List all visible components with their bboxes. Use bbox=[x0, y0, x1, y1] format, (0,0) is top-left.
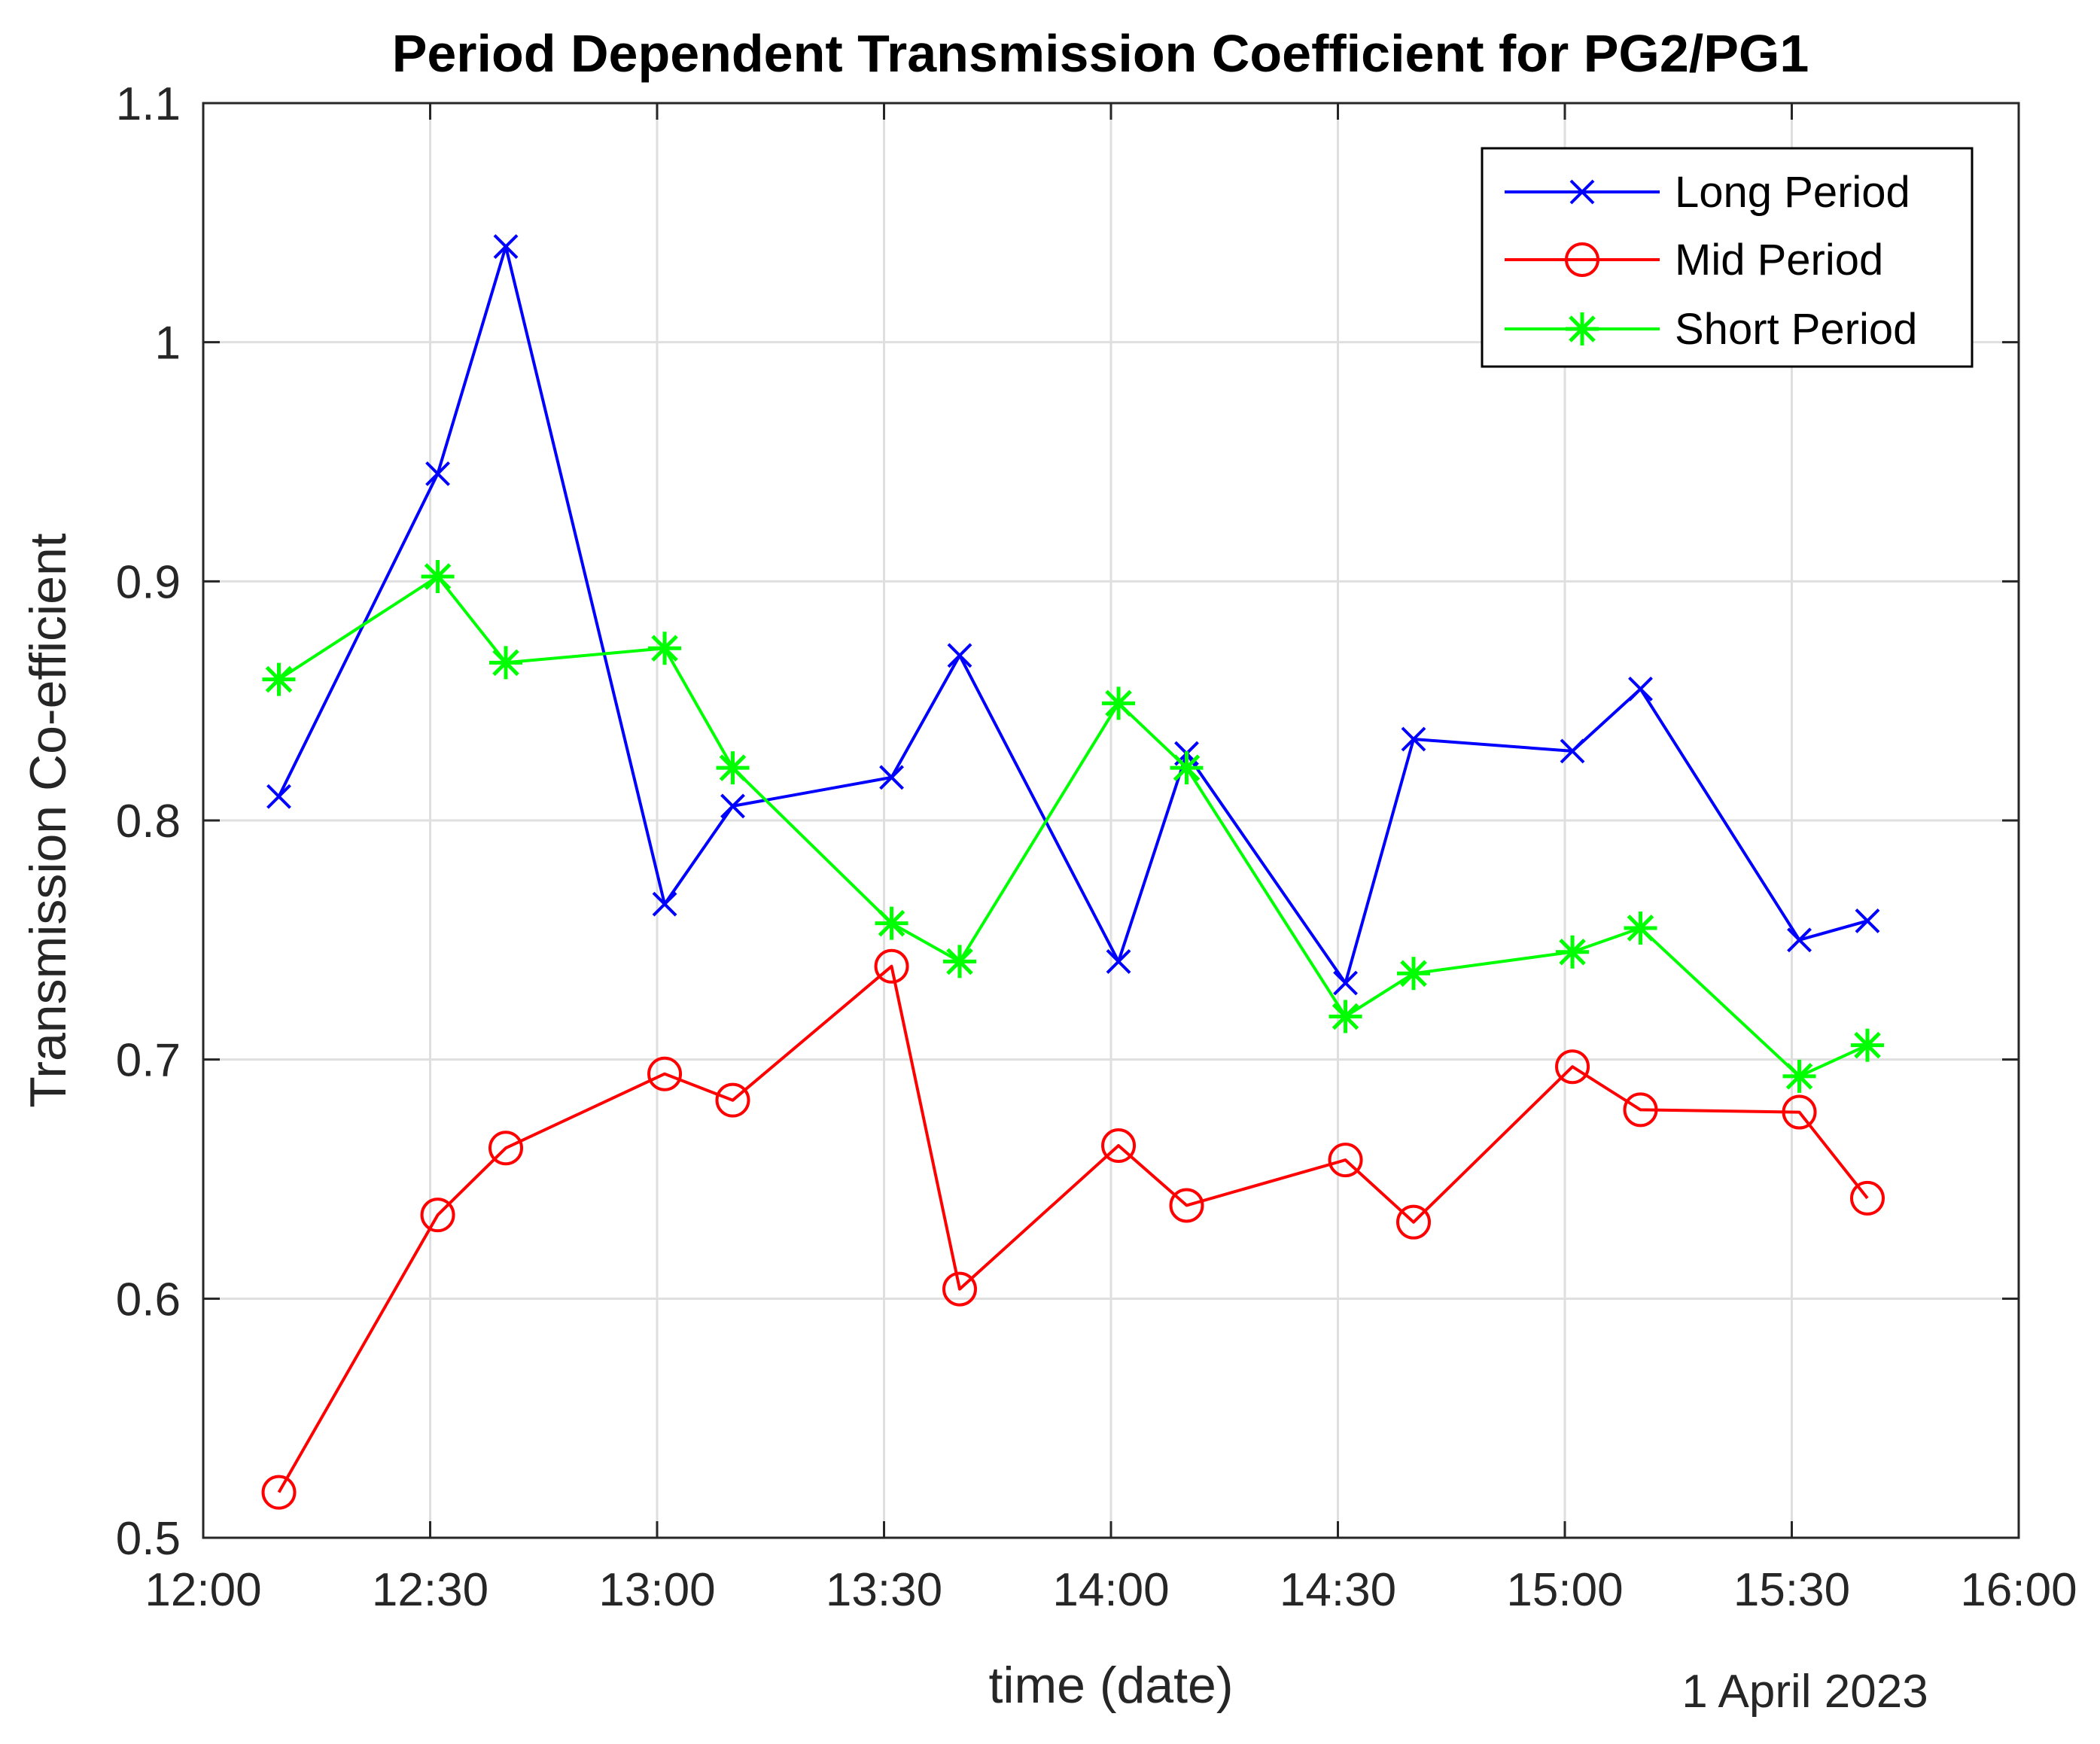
data-point-long-period bbox=[425, 461, 450, 486]
y-tick-label: 0.6 bbox=[116, 1274, 181, 1326]
data-point-mid-period bbox=[261, 1475, 297, 1510]
data-point-short-period bbox=[716, 751, 750, 785]
data-point-mid-period bbox=[1782, 1094, 1817, 1130]
series-line-mid-period bbox=[277, 964, 1869, 1493]
data-point-short-period bbox=[1782, 1059, 1816, 1093]
series-layer bbox=[261, 234, 1885, 1510]
y-tick-label: 0.7 bbox=[116, 1035, 181, 1087]
data-point-long-period bbox=[720, 793, 745, 819]
data-point-long-period bbox=[947, 643, 972, 668]
data-point-short-period bbox=[1624, 911, 1657, 945]
series-long-period bbox=[266, 234, 1880, 996]
series-short-period bbox=[262, 559, 1884, 1093]
x-tick-label: 16:00 bbox=[1960, 1564, 2077, 1616]
y-tick-label: 0.9 bbox=[116, 556, 181, 608]
data-point-short-period bbox=[648, 632, 682, 665]
data-point-short-period bbox=[943, 945, 976, 979]
data-point-long-period bbox=[1106, 949, 1131, 974]
x-tick-label: 15:30 bbox=[1733, 1564, 1850, 1616]
data-point-mid-period bbox=[874, 948, 909, 984]
y-tick-label: 1.1 bbox=[116, 78, 181, 130]
data-point-mid-period bbox=[942, 1271, 977, 1307]
data-point-long-period bbox=[266, 784, 291, 809]
y-axis-label: Transmission Co-efficient bbox=[20, 533, 77, 1107]
x-tick-label: 15:00 bbox=[1506, 1564, 1623, 1616]
legend-entry-long-period: Long Period bbox=[1505, 168, 1910, 217]
data-point-long-period bbox=[1628, 676, 1653, 702]
data-point-short-period bbox=[489, 646, 522, 680]
data-point-short-period bbox=[1170, 751, 1204, 785]
data-point-short-period bbox=[1328, 1000, 1362, 1033]
data-point-mid-period bbox=[1555, 1049, 1590, 1085]
data-point-long-period bbox=[1401, 726, 1426, 752]
data-point-long-period bbox=[1787, 927, 1812, 953]
legend-label-mid-period: Mid Period bbox=[1675, 236, 1883, 285]
x-tick-label: 13:30 bbox=[826, 1564, 942, 1616]
x-tick-label: 13:00 bbox=[598, 1564, 715, 1616]
data-point-mid-period bbox=[1101, 1128, 1137, 1164]
x-tick-label: 12:30 bbox=[372, 1564, 488, 1616]
legend-marker-short-period bbox=[1566, 312, 1599, 345]
y-tick-label: 0.8 bbox=[116, 796, 181, 848]
series-mid-period bbox=[261, 948, 1885, 1510]
data-point-mid-period bbox=[1850, 1180, 1885, 1216]
x-axis-label: time (date) bbox=[989, 1657, 1234, 1714]
legend-marker-long-period bbox=[1569, 179, 1595, 205]
data-point-short-period bbox=[1851, 1028, 1884, 1062]
legend-label-short-period: Short Period bbox=[1675, 305, 1917, 354]
data-point-short-period bbox=[1102, 686, 1136, 720]
data-point-mid-period bbox=[1169, 1188, 1204, 1223]
data-point-short-period bbox=[1556, 935, 1590, 969]
data-point-short-period bbox=[421, 559, 455, 593]
data-point-short-period bbox=[262, 662, 296, 696]
data-point-long-period bbox=[652, 891, 677, 917]
legend-label-long-period: Long Period bbox=[1675, 168, 1910, 217]
data-point-long-period bbox=[1333, 970, 1358, 996]
data-point-mid-period bbox=[488, 1131, 523, 1166]
y-tick-label: 0.5 bbox=[116, 1513, 181, 1565]
data-point-short-period bbox=[1397, 957, 1430, 991]
data-point-long-period bbox=[1855, 909, 1880, 933]
x-tick-label: 14:30 bbox=[1280, 1564, 1396, 1616]
x-tick-label: 12:00 bbox=[145, 1564, 261, 1616]
y-tick-label: 1 bbox=[155, 318, 181, 370]
data-point-mid-period bbox=[420, 1198, 455, 1233]
legend-entry-short-period: Short Period bbox=[1505, 305, 1917, 354]
data-point-mid-period bbox=[715, 1082, 750, 1118]
x-tick-label: 14:00 bbox=[1052, 1564, 1169, 1616]
data-point-long-period bbox=[879, 765, 904, 790]
data-point-mid-period bbox=[647, 1056, 683, 1091]
legend: Long Period Mid Period Short Period bbox=[1481, 147, 1974, 368]
data-point-long-period bbox=[493, 234, 519, 260]
tick-layer: 12:00 12:30 13:00 13:30 14:00 14:30 15:00 15:30… bbox=[116, 78, 2077, 1616]
data-point-mid-period bbox=[1328, 1143, 1363, 1178]
legend-entry-mid-period: Mid Period bbox=[1505, 236, 1883, 285]
data-point-long-period bbox=[1560, 738, 1585, 764]
legend-marker-mid-period bbox=[1565, 242, 1599, 277]
data-point-mid-period bbox=[1396, 1204, 1431, 1240]
data-point-short-period bbox=[875, 906, 908, 940]
data-point-mid-period bbox=[1623, 1092, 1658, 1128]
date-annotation: 1 April 2023 bbox=[1682, 1666, 1928, 1718]
chart-title: Period Dependent Transmission Coefficien… bbox=[392, 24, 1809, 83]
